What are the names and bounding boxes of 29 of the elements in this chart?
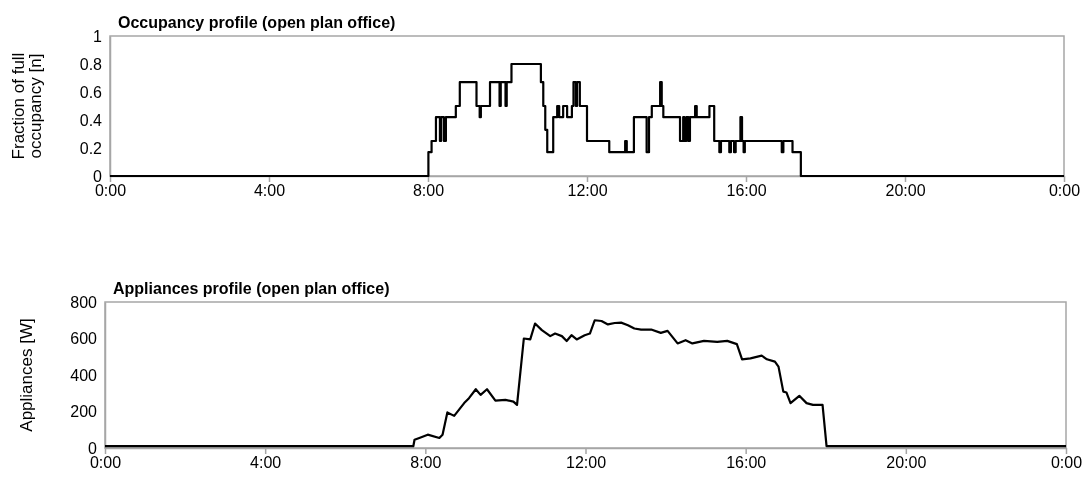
y-tick-label: 1 [93,27,103,45]
chart-title: Appliances profile (open plan office) [113,280,390,297]
x-tick-label: 0:00 [89,454,122,472]
y-axis-title: Appliances [W] [17,318,36,432]
y-tick-label: 400 [70,366,98,384]
x-tick-label: 16:00 [726,454,767,472]
y-tick-label: 600 [70,330,98,348]
x-tick-label: 20:00 [885,182,926,200]
x-tick-label: 8:00 [410,454,442,472]
x-tick-label: 4:00 [253,182,286,200]
chart-title: Occupancy profile (open plan office) [118,14,396,31]
y-tick-label: 0 [88,439,98,457]
x-tick-label: 0:00 [1050,454,1083,472]
y-tick-label: 0.8 [79,55,103,73]
y-tick-label: 200 [70,403,98,421]
y-tick-label: 0.4 [79,111,103,129]
x-tick-label: 16:00 [726,182,767,200]
y-axis-title: Fraction of full occupancy [n] [8,52,45,160]
y-tick-label: 0.6 [79,83,103,101]
y-tick-label: 800 [70,293,98,311]
x-tick-label: 20:00 [886,454,927,472]
x-tick-label: 0:00 [94,182,127,200]
x-tick-label: 8:00 [412,182,445,200]
x-tick-label: 12:00 [565,454,607,472]
y-tick-label: 0 [93,167,103,185]
x-tick-label: 4:00 [250,454,282,472]
y-tick-label: 0.2 [79,139,103,157]
x-tick-label: 12:00 [567,182,608,200]
x-tick-label: 0:00 [1048,182,1081,200]
